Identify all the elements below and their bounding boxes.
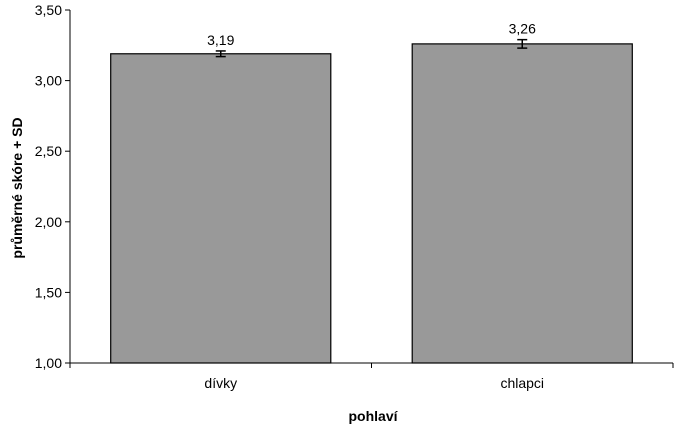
data-label: 3,19	[207, 32, 234, 48]
bar	[110, 53, 332, 364]
labels: 3,19 dívky 3,26 chlapci	[204, 21, 544, 391]
y-tick-label: 2,00	[35, 214, 62, 230]
bar	[411, 43, 633, 364]
x-tick-label: chlapci	[500, 375, 544, 391]
y-tick-label: 1,00	[35, 355, 62, 371]
y-tick-label: 3,50	[35, 2, 62, 18]
data-label: 3,26	[509, 21, 536, 37]
error-bars	[215, 38, 528, 58]
y-tick-label: 3,00	[35, 73, 62, 89]
y-tick-label: 1,50	[35, 284, 62, 300]
y-axis-title: průměrné skóre + SD	[9, 117, 25, 258]
y-tick-label: 2,50	[35, 143, 62, 159]
bars	[110, 43, 633, 364]
x-tick-label: dívky	[204, 375, 237, 391]
x-axis-title: pohlaví	[348, 408, 398, 424]
